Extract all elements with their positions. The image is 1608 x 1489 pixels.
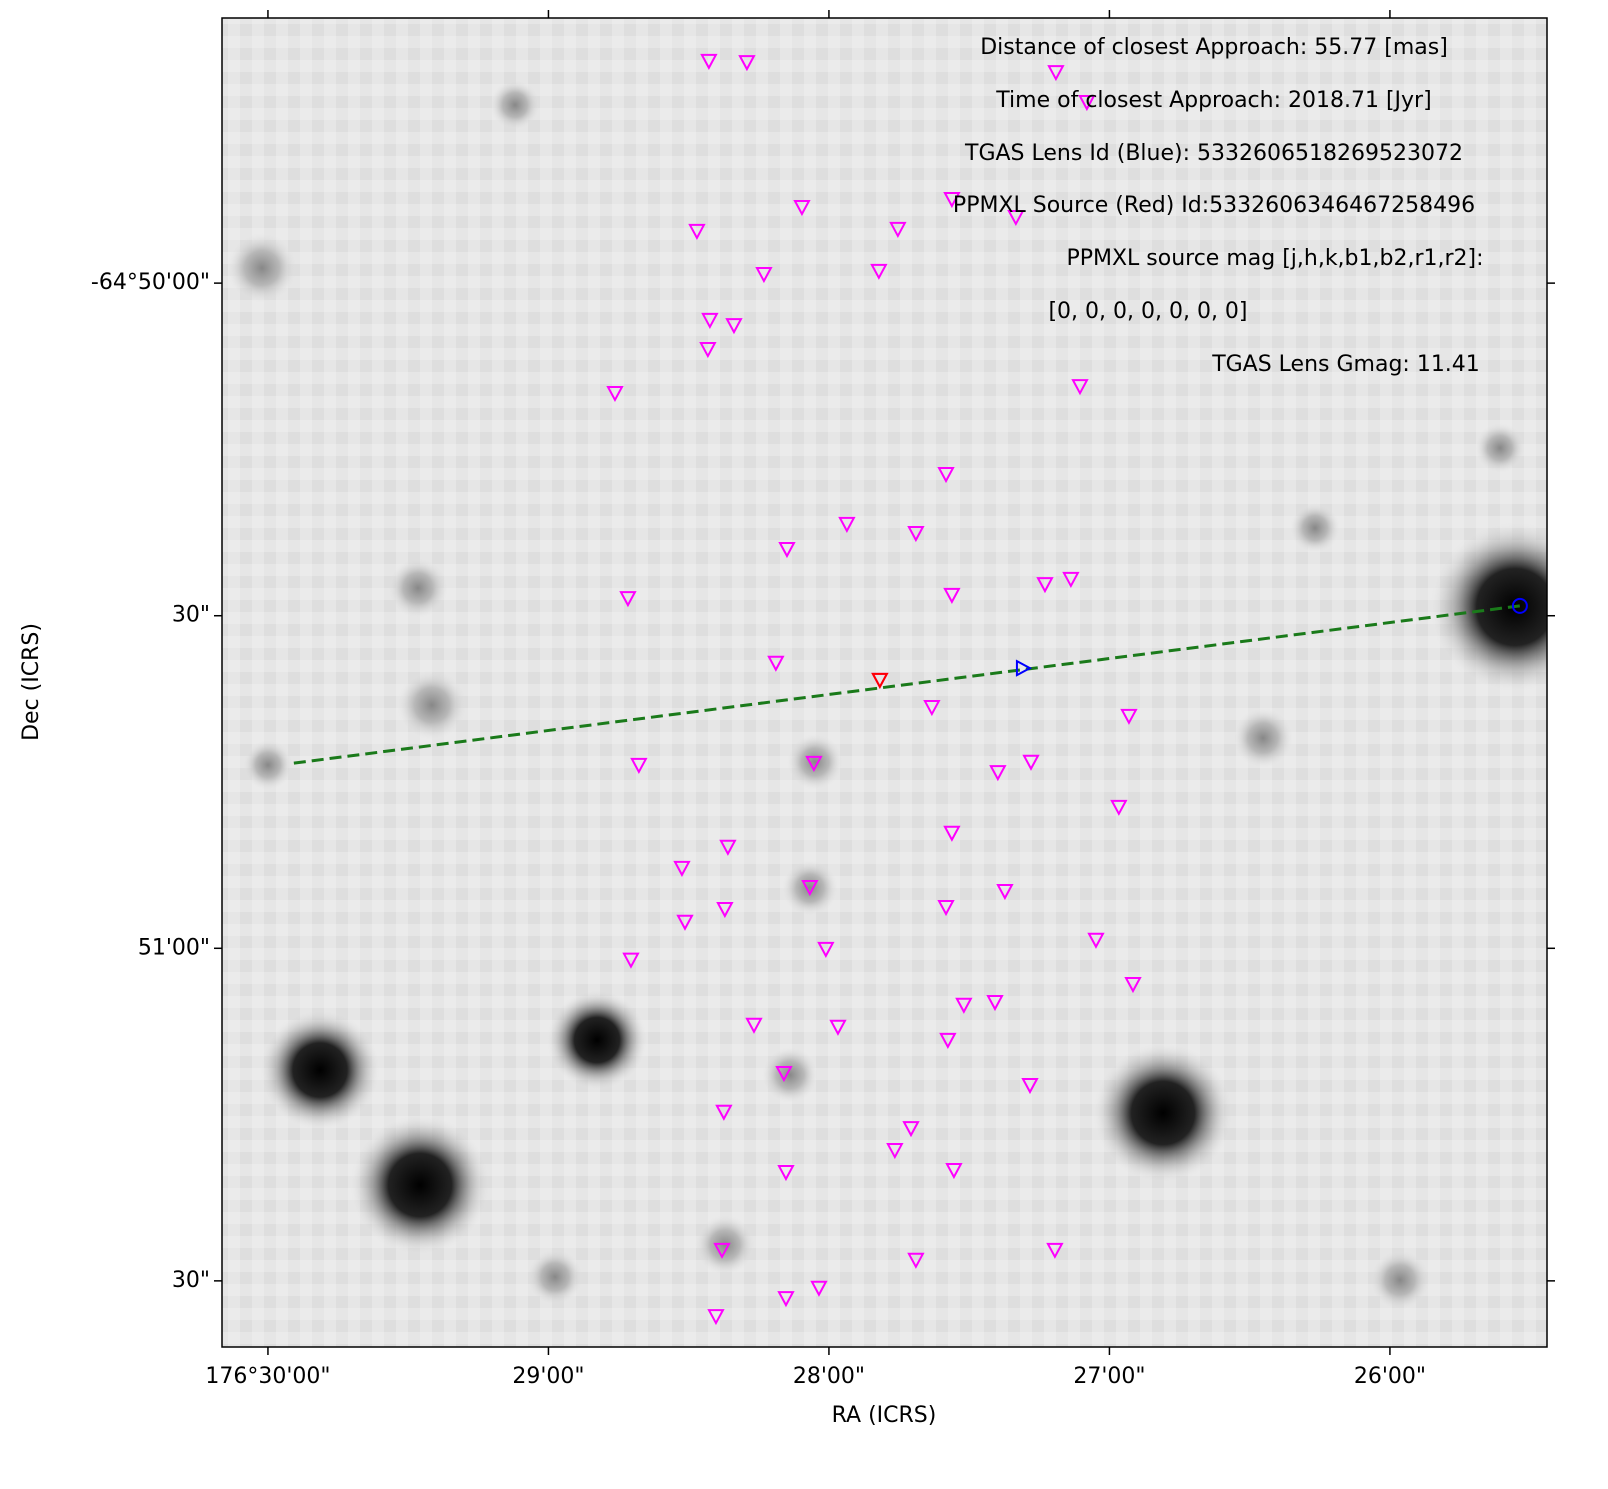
source-marker <box>700 53 718 71</box>
source-marker <box>701 312 719 330</box>
source-marker <box>1007 209 1025 227</box>
source-marker <box>939 1032 957 1050</box>
source-marker <box>986 994 1004 1012</box>
source-marker <box>1047 65 1065 82</box>
x-axis-label: RA (ICRS) <box>832 1403 937 1428</box>
source-marker <box>715 1104 733 1121</box>
annotation: Time of closest Approach: 2018.71 [Jyr] <box>995 88 1431 113</box>
source-marker <box>1078 95 1096 112</box>
source-marker <box>606 385 624 403</box>
source-marker <box>777 1291 795 1308</box>
plot-frame <box>221 17 1548 1348</box>
source-marker <box>1015 659 1033 677</box>
source-marker <box>699 342 717 359</box>
source-marker <box>688 223 706 241</box>
source-marker <box>945 1162 963 1180</box>
source-marker <box>1062 571 1080 589</box>
source-marker <box>943 825 961 842</box>
annotation: [0, 0, 0, 0, 0, 0, 0] <box>1048 299 1247 324</box>
source-marker <box>838 516 856 533</box>
source-marker <box>805 755 823 773</box>
annotation: Distance of closest Approach: 55.77 [mas… <box>980 35 1448 60</box>
annotation: PPMXL Source (Red) Id:533260634646725849… <box>953 193 1475 218</box>
annotation: TGAS Lens Gmag: 11.41 <box>1211 352 1480 377</box>
source-marker <box>775 1066 793 1083</box>
source-marker <box>996 884 1014 901</box>
source-marker <box>778 541 796 559</box>
source-marker <box>755 267 773 284</box>
source-marker <box>817 941 835 959</box>
source-marker <box>871 672 889 690</box>
source-marker <box>1120 708 1138 725</box>
source-marker <box>719 839 737 856</box>
source-marker <box>1036 577 1054 594</box>
source-marker <box>810 1280 828 1297</box>
source-marker <box>907 526 925 543</box>
source-marker <box>738 55 756 72</box>
source-marker <box>1022 754 1040 771</box>
source-marker <box>1124 977 1142 994</box>
source-marker <box>943 191 961 209</box>
source-marker <box>713 1242 731 1259</box>
source-marker <box>937 466 955 484</box>
source-marker <box>707 1309 725 1326</box>
source-marker <box>745 1017 763 1034</box>
source-marker <box>801 880 819 897</box>
source-marker <box>793 199 811 217</box>
y-tick-label: 30" <box>172 1268 210 1293</box>
source-marker <box>676 914 694 931</box>
source-marker <box>716 901 734 919</box>
source-marker <box>725 318 743 335</box>
source-marker <box>937 899 955 917</box>
annotation: TGAS Lens Id (Blue): 5332606518269523072 <box>964 141 1463 166</box>
source-marker <box>619 591 637 608</box>
source-marker <box>1021 1077 1039 1095</box>
source-marker <box>907 1252 925 1269</box>
y-tick-label: 30" <box>172 603 210 628</box>
x-tick-label: 29'00" <box>512 1364 584 1389</box>
source-marker <box>943 587 961 605</box>
x-tick-label: 27'00" <box>1073 1364 1145 1389</box>
y-axis-label: Dec (ICRS) <box>19 623 44 741</box>
x-tick-label: 28'00" <box>793 1364 865 1389</box>
source-marker <box>622 952 640 969</box>
source-marker <box>777 1164 795 1182</box>
source-marker <box>1087 932 1105 949</box>
y-tick-label: -64°50'00" <box>91 270 210 295</box>
source-marker <box>886 1143 904 1160</box>
lens-marker <box>1511 597 1528 614</box>
source-marker <box>923 700 941 717</box>
source-marker <box>889 221 907 239</box>
annotation: PPMXL source mag [j,h,k,b1,b2,r1,r2]: <box>1066 246 1483 271</box>
trajectory-line <box>293 604 1521 765</box>
source-marker <box>870 263 888 280</box>
source-marker <box>989 765 1007 782</box>
source-marker <box>902 1121 920 1138</box>
x-tick-label: 176°30'00" <box>205 1364 330 1389</box>
source-marker <box>829 1019 847 1036</box>
x-tick-label: 26'00" <box>1354 1364 1426 1389</box>
source-marker <box>767 655 785 672</box>
source-marker <box>1110 799 1128 816</box>
source-marker <box>1071 379 1089 396</box>
sky-image <box>222 18 1547 1347</box>
source-marker <box>955 997 973 1014</box>
source-marker <box>1046 1242 1064 1259</box>
source-marker <box>673 860 691 877</box>
source-marker <box>630 757 648 775</box>
y-tick-label: 51'00" <box>138 935 210 960</box>
